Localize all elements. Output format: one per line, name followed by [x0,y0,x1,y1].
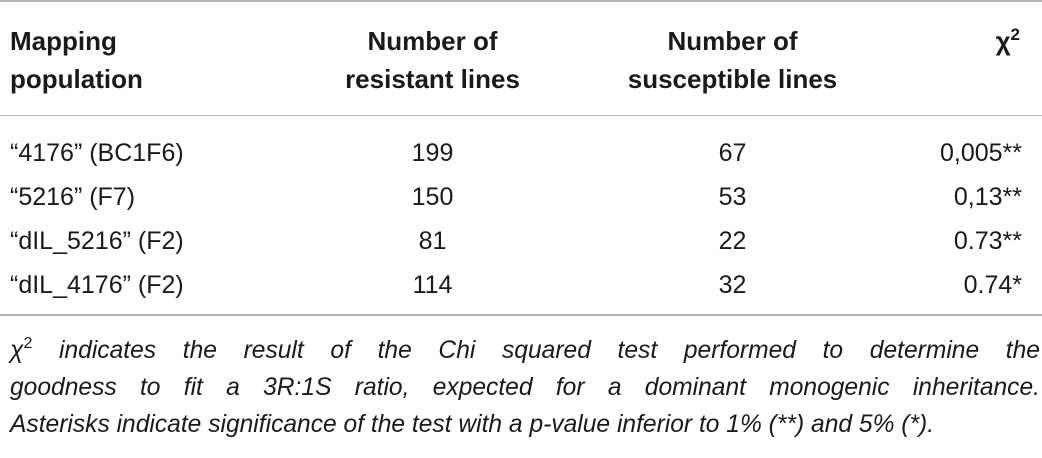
footnote-line-2: goodness to fit a 3R:1S ratio, expected … [10,374,1040,401]
cell-population: “4176” (BC1F6) [10,139,184,167]
cell-resistant: 114 [412,271,453,299]
cell-population: “dIL_5216” (F2) [10,227,184,255]
cell-population: “5216” (F7) [10,183,136,211]
cell-population: “dIL_4176” (F2) [10,271,184,299]
cell-resistant: 150 [411,183,454,211]
cell-chi2: 0,005** [939,139,1022,167]
cell-resistant: 81 [418,227,447,255]
header-chi-squared: χ2 [910,0,1042,115]
footnote-chi-exponent: 2 [23,335,33,352]
table-row: “4176” (BC1F6) 199 67 0,005** [0,115,1042,175]
data-table: Mapping population Number of resistant l… [0,0,1042,307]
chi-exponent: 2 [1010,25,1020,44]
table-footnote: χ2 indicates the result of the Chi squar… [10,332,1040,443]
cell-susceptible: 22 [718,227,747,255]
cell-resistant: 199 [411,139,454,167]
table-row: “5216” (F7) 150 53 0,13** [0,175,1042,219]
header-resistant-lines: Number of resistant lines [345,26,520,94]
bottom-rule [0,314,1042,316]
footnote-chi-symbol: χ [10,337,24,364]
cell-chi2: 0,13** [953,183,1022,211]
top-rule [0,0,1042,2]
header-susceptible-lines: Number of susceptible lines [627,26,838,94]
footnote-line-3: Asterisks indicate significance of the t… [10,411,935,438]
cell-chi2: 0.74* [963,271,1022,299]
table-body: “4176” (BC1F6) 199 67 0,005** “5216” (F7… [0,115,1042,307]
cell-chi2: 0.73** [953,227,1022,255]
cell-susceptible: 67 [718,139,747,167]
cell-susceptible: 53 [718,183,747,211]
chi-symbol: χ [995,26,1011,56]
table-row: “dIL_4176” (F2) 114 32 0.74* [0,263,1042,307]
table-row: “dIL_5216” (F2) 81 22 0.73** [0,219,1042,263]
table-header: Mapping population Number of resistant l… [0,0,1042,115]
footnote-line-1: χ2 indicates the result of the Chi squar… [10,335,1040,365]
cell-susceptible: 32 [718,271,747,299]
header-rule [0,115,1042,116]
header-mapping-population: Mapping population [10,26,143,94]
